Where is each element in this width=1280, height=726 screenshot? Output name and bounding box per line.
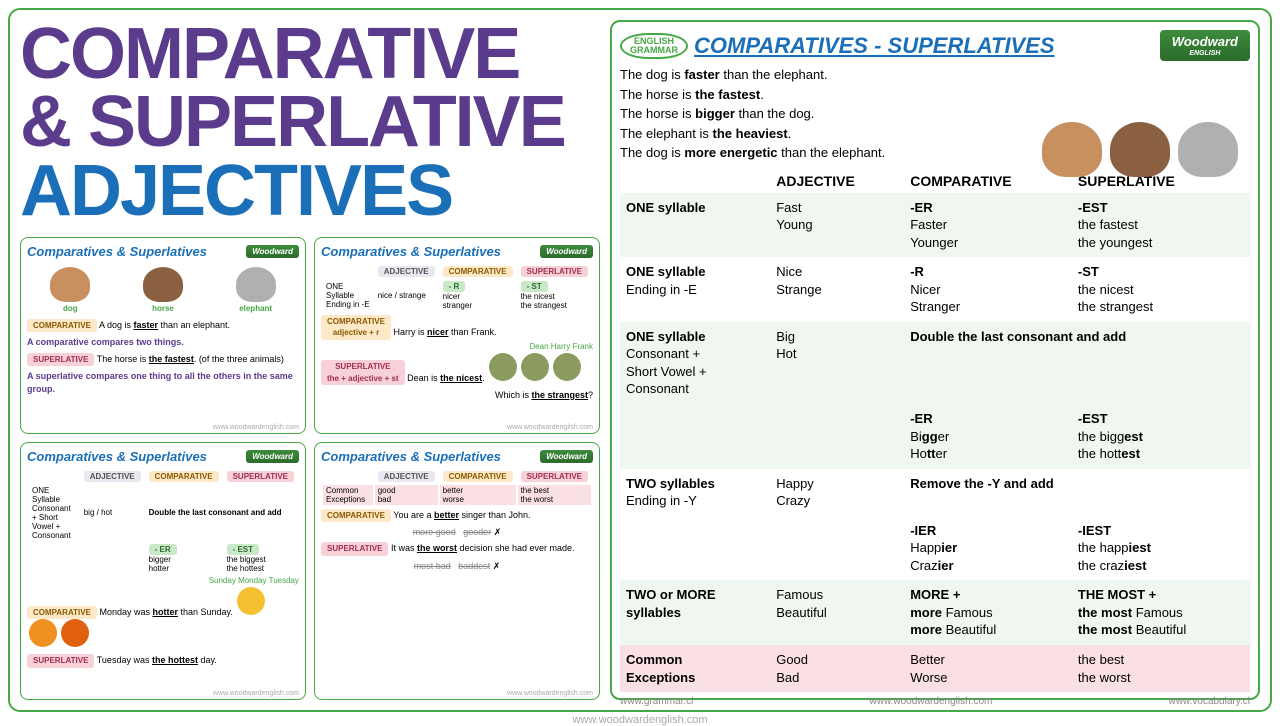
mini-table: ADJECTIVE COMPARATIVE SUPERLATIVE ONE Syll…: [321, 263, 593, 313]
card-3: Comparatives & Superlatives Woodward ADJE…: [20, 442, 306, 700]
card-4: Comparatives & Superlatives Woodward ADJE…: [314, 442, 600, 700]
horse-icon: [143, 267, 183, 302]
url-text: www.woodwardenglish.com: [507, 424, 593, 431]
rules-table: ADJECTIVECOMPARATIVESUPERLATIVEONE sylla…: [620, 169, 1250, 693]
col-header: COMPARATIVE: [443, 266, 513, 277]
url-text: www.woodwardenglish.com: [213, 690, 299, 697]
url-text: www.woodwardenglish.com: [213, 424, 299, 431]
example-text: Monday was hotter than Sunday.: [99, 607, 232, 617]
elephant-icon: [236, 267, 276, 302]
cell: nice / strange: [375, 280, 438, 311]
title-line-1: COMPARATIVE: [20, 20, 600, 88]
mini-table: ADJECTIVECOMPARATIVESUPERLATIVE Common E…: [321, 468, 593, 507]
grammar-badge: ENGLISHGRAMMAR: [620, 33, 688, 59]
card-title: Comparatives & Superlatives: [321, 449, 501, 464]
animal-row: dog horse elephant: [27, 267, 299, 313]
card-title: Comparatives & Superlatives: [27, 244, 207, 259]
card-2: Comparatives & Superlatives Woodward ADJE…: [314, 237, 600, 434]
url-text: www.grammar.cl: [620, 696, 693, 707]
character-icon: [489, 353, 517, 381]
rule-text: A comparative compares two things.: [27, 336, 299, 349]
card-title: Comparatives & Superlatives: [321, 244, 501, 259]
comparative-tag: COMPARATIVE: [27, 319, 97, 332]
logo-icon: Woodward: [246, 245, 299, 258]
main-title: COMPARATIVE & SUPERLATIVE ADJECTIVES: [20, 20, 600, 225]
left-panel: COMPARATIVE & SUPERLATIVE ADJECTIVES Com…: [20, 20, 600, 700]
logo-icon: Woodward: [540, 245, 593, 258]
col-header: SUPERLATIVE: [521, 266, 588, 277]
example-text: Which is the strangest?: [495, 390, 593, 400]
title-line-2: & SUPERLATIVE: [20, 88, 600, 156]
url-text: www.woodwardenglish.com: [507, 690, 593, 697]
elephant-icon: [1178, 122, 1238, 177]
logo-icon: Woodward: [540, 450, 593, 463]
panel-title: COMPARATIVES - SUPERLATIVES: [694, 33, 1154, 59]
character-icon: [521, 353, 549, 381]
card-title: Comparatives & Superlatives: [27, 449, 207, 464]
horse-icon: [1110, 122, 1170, 177]
sun-icon: [29, 619, 57, 647]
sun-icon: [237, 587, 265, 615]
url-text: www.vocabulary.cl: [1168, 696, 1250, 707]
footer-urls: www.grammar.cl www.woodwardenglish.com w…: [620, 692, 1250, 707]
example-text: Dean is the nicest.: [407, 373, 485, 383]
example-text: It was the worst decision she had ever m…: [391, 543, 575, 553]
example-text: A dog is faster than an elephant.: [99, 320, 230, 330]
example-text: You are a better singer than John.: [393, 510, 530, 520]
title-line-3: ADJECTIVES: [20, 157, 600, 225]
main-url: www.woodwardenglish.com: [8, 714, 1272, 726]
example-text: Harry is nicer than Frank.: [393, 327, 496, 337]
character-icon: [553, 353, 581, 381]
dog-icon: [50, 267, 90, 302]
cards-grid: Comparatives & Superlatives Woodward dog …: [20, 237, 600, 700]
sun-icon: [61, 619, 89, 647]
dog-icon: [1042, 122, 1102, 177]
animal-label: horse: [143, 304, 183, 313]
right-header: ENGLISHGRAMMAR COMPARATIVES - SUPERLATIV…: [620, 30, 1250, 61]
col-header: ADJECTIVE: [378, 266, 435, 277]
rule-text: A superlative compares one thing to all …: [27, 370, 299, 395]
right-panel: ENGLISHGRAMMAR COMPARATIVES - SUPERLATIV…: [610, 20, 1260, 700]
superlative-tag: SUPERLATIVE: [27, 353, 94, 366]
logo-icon: Woodward: [246, 450, 299, 463]
animal-label: dog: [50, 304, 90, 313]
card-1: Comparatives & Superlatives Woodward dog …: [20, 237, 306, 434]
example-text: The horse is the fastest. (of the three …: [97, 354, 284, 364]
cell: ONE Syllable Ending in -E: [323, 280, 373, 311]
main-container: COMPARATIVE & SUPERLATIVE ADJECTIVES Com…: [8, 8, 1272, 712]
url-text: www.woodwardenglish.com: [870, 696, 993, 707]
example-text: Tuesday was the hottest day.: [97, 655, 217, 665]
logo-icon: WoodwardENGLISH: [1160, 30, 1250, 61]
animal-illustrations: [1042, 122, 1238, 177]
mini-table: ADJECTIVECOMPARATIVESUPERLATIVE ONE Syll…: [27, 468, 299, 576]
animal-label: elephant: [236, 304, 276, 313]
